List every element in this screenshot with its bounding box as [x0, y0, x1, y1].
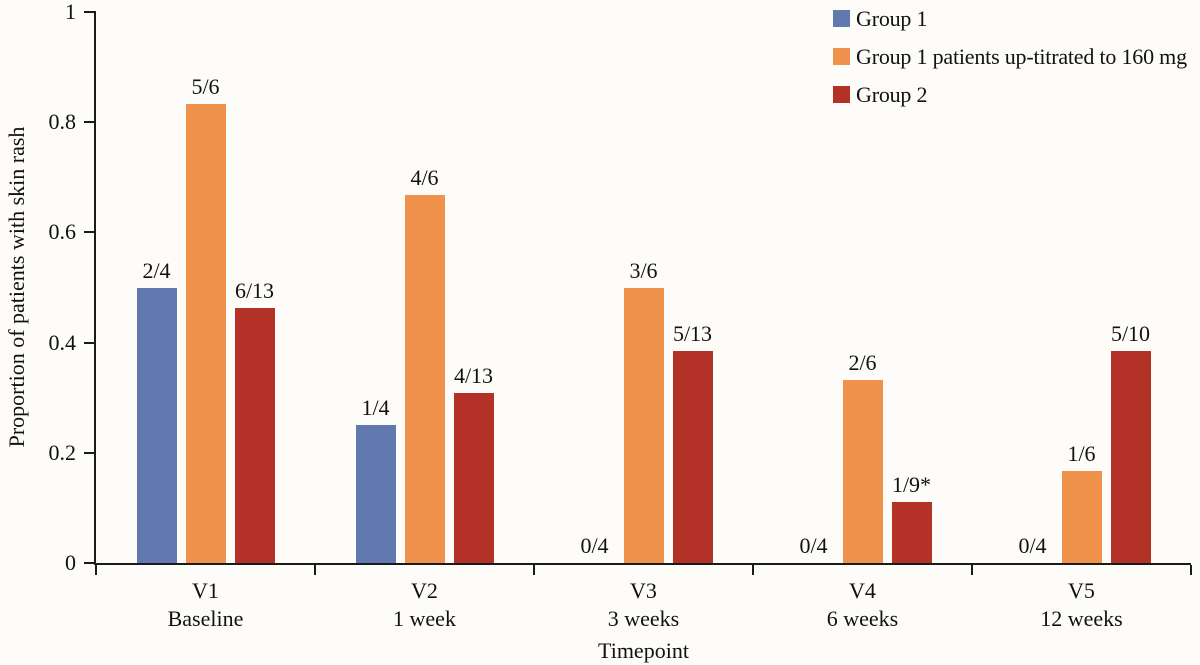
bar — [672, 350, 713, 563]
x-axis-tick — [752, 565, 754, 575]
legend-label: Group 1 patients up-titrated to 160 mg — [856, 43, 1187, 69]
bar — [404, 195, 445, 563]
category-visit: V5 — [1068, 578, 1095, 603]
y-axis-tick — [84, 562, 96, 564]
bar-value-label: 0/4 — [799, 533, 828, 558]
bar — [234, 308, 275, 563]
y-axis-tick-label: 1 — [65, 0, 76, 24]
category-visit: V4 — [849, 578, 876, 603]
category-visit: V1 — [192, 578, 219, 603]
legend-swatch — [833, 10, 850, 27]
x-axis-tick — [971, 565, 973, 575]
bar — [453, 393, 494, 563]
legend-item: Group 1 — [833, 6, 1187, 31]
category-visit: V2 — [411, 578, 438, 603]
x-axis-tick — [1190, 565, 1192, 575]
category-visit: V3 — [630, 578, 657, 603]
y-axis-tick — [84, 341, 96, 344]
y-axis-tick — [84, 231, 96, 234]
x-axis-tick — [95, 565, 97, 575]
category-time: 1 week — [393, 606, 456, 631]
legend-item: Group 2 — [833, 82, 1187, 107]
y-axis-tick-label: 0.8 — [48, 109, 77, 135]
y-axis-tick-label: 0.4 — [48, 329, 77, 355]
bar-value-label: 5/13 — [672, 320, 713, 346]
plot-area: 0 0.2 0.4 0.6 0.8 1 2/4 1/4 0/4 0/4 0/4 5/6 4/6 3/6 2/… — [49, 0, 1192, 575]
legend-label: Group 2 — [856, 81, 928, 107]
bar — [1061, 470, 1102, 563]
x-axis-title: Timepoint — [598, 638, 689, 663]
bar-value-label: 0/4 — [1018, 533, 1047, 558]
y-axis-tick-label: 0 — [65, 550, 76, 575]
bar-value-label: 3/6 — [629, 257, 658, 283]
bar-value-label: 1/9* — [891, 471, 932, 497]
x-axis-tick — [533, 565, 535, 575]
bar — [355, 425, 396, 563]
x-axis-tick — [314, 565, 316, 575]
bar-value-label: 4/6 — [410, 165, 439, 191]
bar — [1110, 350, 1151, 563]
y-axis-title: Proportion of patients with skin rash — [4, 126, 29, 448]
y-axis-tick-label: 0.6 — [48, 219, 77, 245]
category-label: V3 3 weeks — [534, 577, 753, 633]
bar — [891, 501, 932, 563]
category-time: 6 weeks — [826, 606, 899, 631]
category-time: 12 weeks — [1040, 606, 1123, 631]
category-time: Baseline — [167, 606, 244, 631]
legend-label: Group 1 — [856, 5, 928, 31]
bar-value-label: 1/4 — [361, 395, 390, 421]
category-label: V4 6 weeks — [753, 577, 972, 633]
y-axis-tick — [84, 11, 96, 13]
bar — [185, 104, 226, 563]
category-label: V5 12 weeks — [972, 577, 1191, 633]
bar-value-label: 1/6 — [1067, 440, 1096, 466]
category-label: V1 Baseline — [96, 577, 315, 633]
x-axis-category-labels: V1 Baseline V2 1 week V3 3 weeks V4 6 weeks V5 12… — [96, 577, 1191, 635]
bar-value-label: 0/4 — [580, 533, 609, 558]
bar-value-label: 5/6 — [191, 74, 220, 100]
legend-swatch — [833, 86, 850, 103]
y-axis-tick-label: 0.2 — [48, 439, 77, 465]
legend-swatch — [833, 48, 850, 65]
bar-value-label: 4/13 — [453, 363, 494, 389]
bar — [623, 287, 664, 563]
bar-value-label: 2/6 — [848, 349, 877, 375]
y-axis-tick — [84, 451, 96, 454]
legend-item: Group 1 patients up-titrated to 160 mg — [833, 44, 1187, 69]
bar — [136, 287, 177, 563]
bar-value-label: 6/13 — [234, 278, 275, 304]
category-label: V2 1 week — [315, 577, 534, 633]
y-axis-tick — [84, 121, 96, 124]
bar-value-label: 5/10 — [1110, 320, 1151, 346]
bar — [842, 379, 883, 563]
legend: Group 1 Group 1 patients up-titrated to 1… — [833, 6, 1187, 120]
bar-value-label: 2/4 — [142, 257, 171, 283]
category-time: 3 weeks — [607, 606, 680, 631]
